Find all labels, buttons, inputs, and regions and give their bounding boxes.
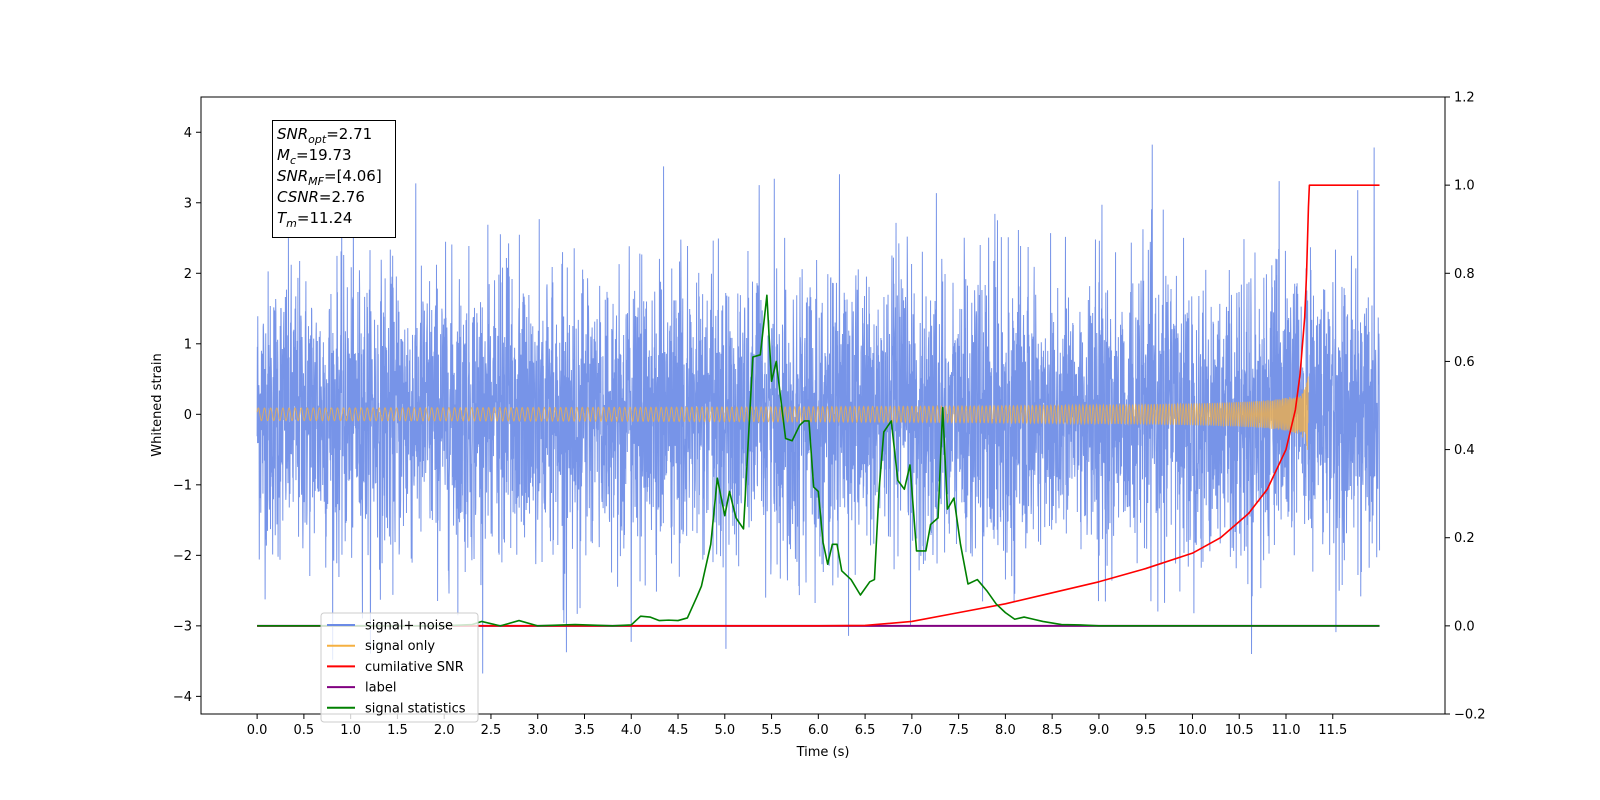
x-tick-label: 7.0 xyxy=(902,723,923,738)
x-tick-label: 3.0 xyxy=(527,723,548,738)
y2-tick-label: 1.0 xyxy=(1454,179,1475,194)
signal-noise-line xyxy=(256,144,1381,674)
x-tick-label: 11.5 xyxy=(1318,723,1347,738)
x-tick-label: 2.0 xyxy=(434,723,455,738)
y-tick-label: −1 xyxy=(173,478,192,493)
y-tick-label: −2 xyxy=(173,549,192,564)
x-tick-label: 9.5 xyxy=(1135,723,1156,738)
y-tick-label: 2 xyxy=(184,267,192,282)
y-tick-label: 4 xyxy=(184,126,192,141)
x-tick-label: 6.5 xyxy=(855,723,876,738)
plot-frame xyxy=(200,96,1446,715)
signal-statistics-line xyxy=(257,294,1380,627)
x-tick-label: 1.0 xyxy=(340,723,361,738)
x-tick-label: 4.5 xyxy=(668,723,689,738)
y-tick-label: 3 xyxy=(184,196,192,211)
x-tick-label: 5.0 xyxy=(714,723,735,738)
x-tick-label: 6.0 xyxy=(808,723,829,738)
legend-label: cumilative SNR xyxy=(365,660,464,675)
legend-box xyxy=(320,612,479,723)
y2-tick-label: −0.2 xyxy=(1454,708,1486,723)
y-axis-left: −4 −3 −2 −1 0 1 2 3 4 xyxy=(173,126,201,705)
y-axis-right: −0.2 0.0 0.2 0.4 0.6 0.8 1.0 1.2 xyxy=(1445,91,1486,723)
x-tick-label: 0.5 xyxy=(294,723,315,738)
annotation-snr-mf: SNRMF=[4.06] xyxy=(277,167,382,188)
y-tick-label: 1 xyxy=(184,337,192,352)
y2-tick-label: 1.2 xyxy=(1454,91,1475,106)
series-signal-noise xyxy=(256,144,1381,674)
y2-tick-label: 0.4 xyxy=(1454,443,1475,458)
x-tick-label: 11.0 xyxy=(1272,723,1301,738)
x-tick-label: 10.5 xyxy=(1225,723,1254,738)
annotation-tm: Tm=11.24 xyxy=(277,209,353,230)
x-tick-label: 10.0 xyxy=(1178,723,1207,738)
x-tick-label: 3.5 xyxy=(574,723,595,738)
legend: signal+ noise signal only cumilative SNR la… xyxy=(320,612,479,723)
x-tick-label: 2.5 xyxy=(481,723,502,738)
x-tick-label: 9.0 xyxy=(1089,723,1110,738)
legend-label: signal+ noise xyxy=(365,619,453,634)
y-tick-label: −4 xyxy=(173,690,192,705)
x-tick-label: 8.5 xyxy=(1042,723,1063,738)
x-axis: 0.0 0.5 1.0 1.5 2.0 2.5 3.0 3.5 4.0 4.5 5.0 5.5 6.0 6… xyxy=(247,714,1347,738)
y2-tick-label: 0.8 xyxy=(1454,267,1475,282)
x-tick-label: 1.5 xyxy=(387,723,408,738)
x-tick-label: 0.0 xyxy=(247,723,268,738)
legend-label: signal only xyxy=(365,639,435,654)
y2-tick-label: 0.0 xyxy=(1454,619,1475,634)
x-tick-label: 4.0 xyxy=(621,723,642,738)
cumilative-snr-line xyxy=(257,184,1380,627)
series-signal-statistics xyxy=(257,294,1380,627)
y-tick-label: 0 xyxy=(184,408,192,423)
x-tick-label: 8.0 xyxy=(995,723,1016,738)
y-tick-label: −3 xyxy=(173,619,192,634)
x-tick-label: 7.5 xyxy=(948,723,969,738)
annotation-snr-opt: SNRopt=2.71 xyxy=(277,125,373,146)
legend-label: label xyxy=(365,681,396,696)
legend-label: signal statistics xyxy=(365,701,466,716)
y2-tick-label: 0.6 xyxy=(1454,355,1475,370)
x-tick-label: 5.5 xyxy=(761,723,782,738)
annotation-csnr: CSNR=2.76 xyxy=(277,188,365,206)
y-axis-label: Whitened strain xyxy=(150,353,165,456)
stats-annotation-box: SNRopt=2.71 Mc=19.73 SNRMF=[4.06] CSNR=2… xyxy=(272,120,396,238)
annotation-mc: Mc=19.73 xyxy=(277,146,352,167)
y2-tick-label: 0.2 xyxy=(1454,531,1475,546)
x-axis-label: Time (s) xyxy=(796,745,850,760)
series-cumulative-snr xyxy=(257,184,1380,627)
